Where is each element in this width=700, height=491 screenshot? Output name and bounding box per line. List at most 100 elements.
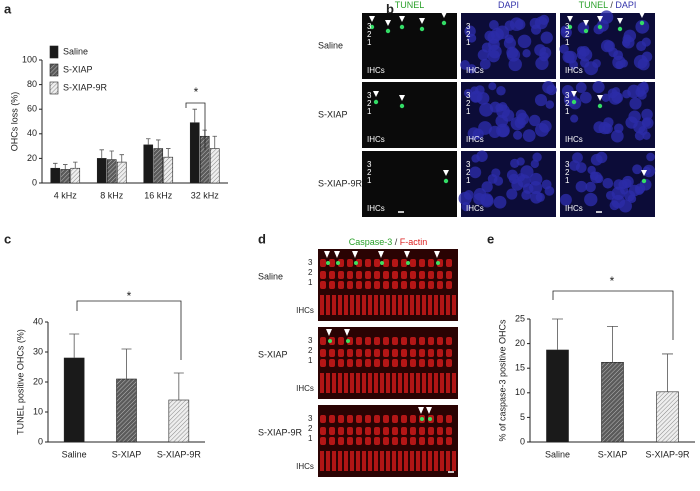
hair-cell (446, 271, 452, 279)
layer-label: 1 (565, 176, 570, 185)
nucleus (522, 49, 531, 58)
caspase-spot (420, 417, 424, 421)
error-bar (156, 139, 161, 149)
pillar (452, 373, 456, 393)
hair-cell (338, 281, 344, 289)
hair-cell (374, 281, 380, 289)
significance-star: * (127, 289, 132, 303)
bar (106, 159, 117, 184)
nucleus (467, 64, 477, 74)
layer-label: 2 (466, 30, 471, 39)
hair-cell (374, 271, 380, 279)
nucleus (575, 180, 588, 193)
significance-bracket (76, 300, 182, 360)
pillar (446, 295, 450, 315)
hair-cell (401, 259, 407, 267)
nucleus (603, 117, 614, 128)
arrowhead (418, 407, 424, 414)
nucleus (611, 129, 624, 143)
arrowhead (426, 407, 432, 414)
caspase-spot (354, 261, 358, 265)
hair-cell (365, 415, 371, 423)
hair-cell (392, 359, 398, 367)
tunel-spot (373, 99, 379, 105)
pillar (326, 451, 330, 471)
tunel-spot (399, 24, 405, 30)
nucleus (629, 97, 642, 110)
hair-cell (356, 259, 362, 267)
nucleus (584, 192, 598, 207)
pillar (422, 451, 426, 471)
significance-bracket (552, 290, 674, 340)
hair-cell (410, 415, 416, 423)
bar (50, 167, 61, 184)
header-part: / (392, 237, 400, 247)
arrowhead (597, 16, 603, 22)
arrowhead (583, 20, 589, 26)
hair-cell (356, 337, 362, 345)
hair-cell (410, 437, 416, 445)
nucleus (534, 122, 549, 137)
nucleus (592, 81, 605, 94)
pillar (416, 373, 420, 393)
header-part: TUNEL (395, 0, 425, 10)
x-tick-label: Saline (62, 449, 87, 459)
pillar (344, 451, 348, 471)
nucleus (496, 86, 506, 96)
pillar (392, 373, 396, 393)
hair-cell (320, 349, 326, 357)
nucleus (637, 58, 650, 71)
nucleus (487, 30, 501, 44)
hair-cell (392, 281, 398, 289)
layer-label: 1 (466, 176, 471, 185)
pillar (356, 451, 360, 471)
arrowhead (344, 329, 350, 336)
error-bar (552, 318, 563, 350)
pillar (392, 295, 396, 315)
legend-label: Saline (63, 46, 88, 56)
y-tick-label: 0 (38, 436, 43, 446)
hair-cell (383, 281, 389, 289)
nucleus (488, 82, 497, 91)
tunel-spot (617, 26, 623, 32)
hair-cell (401, 427, 407, 435)
y-tick-label: 10 (33, 406, 43, 416)
error-bar (119, 154, 124, 163)
hair-cell (437, 281, 443, 289)
pillar (344, 373, 348, 393)
layer-label: 2 (308, 268, 313, 277)
nucleus (476, 91, 490, 105)
x-tick-label: Saline (545, 449, 570, 459)
tunel-spot (399, 103, 405, 109)
pillar (404, 373, 408, 393)
nucleus (463, 189, 474, 200)
arrowhead (641, 170, 647, 176)
error-bar (69, 333, 80, 358)
error-bar (109, 150, 114, 160)
legend-swatch (49, 81, 59, 95)
pillar (428, 373, 432, 393)
nucleus (622, 89, 631, 99)
pillar (416, 295, 420, 315)
nucleus (476, 150, 488, 162)
nucleus (612, 55, 626, 70)
hair-cell (320, 427, 326, 435)
panel-letter: d (258, 231, 266, 246)
arrowhead (571, 91, 577, 97)
tunel-spot (639, 20, 645, 26)
error-bar (166, 148, 171, 158)
panel-letter: e (487, 231, 494, 246)
header-part: F-actin (400, 237, 428, 247)
nucleus (541, 179, 552, 190)
nucleus (632, 164, 643, 175)
hair-cell (347, 281, 353, 289)
nucleus (479, 102, 494, 117)
error-bar (173, 372, 184, 400)
pillar (422, 373, 426, 393)
hair-cell (365, 427, 371, 435)
hair-cell (401, 359, 407, 367)
nucleus (579, 91, 592, 104)
nucleus (461, 202, 471, 212)
nucleus (546, 84, 557, 96)
